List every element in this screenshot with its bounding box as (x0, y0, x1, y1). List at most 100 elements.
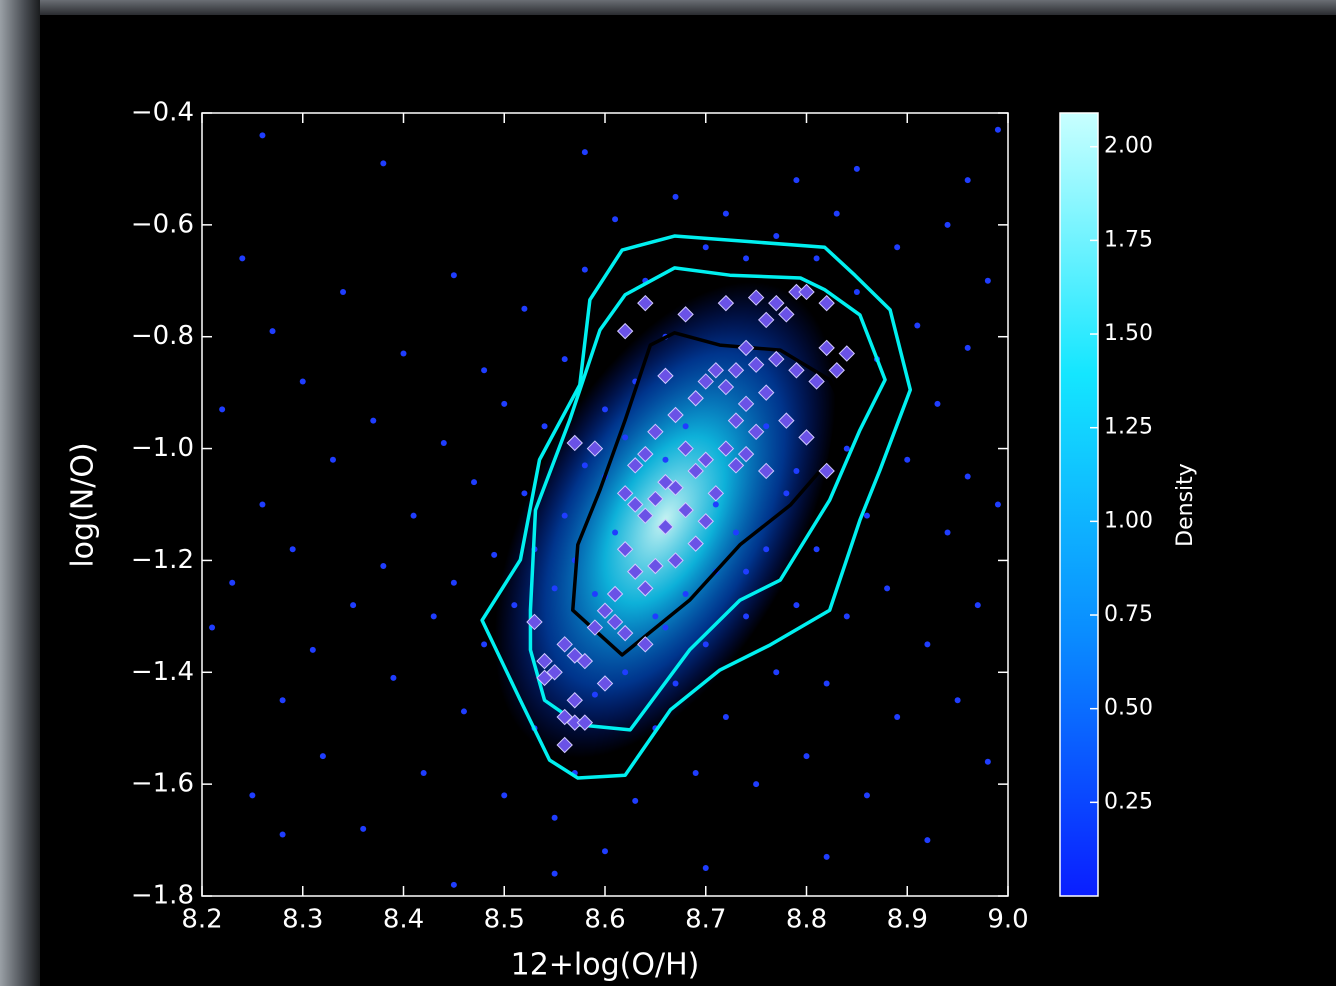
x-tick-label: 8.2 (181, 905, 222, 935)
scatter-point (420, 769, 427, 776)
scatter-point (360, 825, 367, 832)
scatter-point (279, 697, 286, 704)
y-tick-label: −1.4 (131, 657, 194, 687)
scatter-point (622, 434, 629, 441)
scatter-point (591, 590, 598, 597)
scatter-point (269, 328, 276, 335)
y-axis-title: log(N/O) (66, 442, 101, 567)
scatter-point (773, 669, 780, 676)
scatter-point (823, 680, 830, 687)
scatter-point (793, 177, 800, 184)
scatter-point (672, 193, 679, 200)
scatter-point (521, 490, 528, 497)
scatter-point (501, 792, 508, 799)
scatter-point (551, 585, 558, 592)
diamond-point (818, 462, 835, 480)
scatter-point (763, 546, 770, 553)
scatter-point (984, 758, 991, 765)
diamond-point (757, 311, 775, 329)
scatter-point (612, 529, 619, 536)
scatter-point (632, 797, 639, 804)
scatter-point (581, 462, 588, 469)
scatter-point (279, 831, 286, 838)
scatter-point (622, 669, 629, 676)
scatter-point (994, 126, 1001, 133)
scatter-point (682, 590, 689, 597)
diamond-point (737, 395, 755, 413)
scatter-point (319, 753, 326, 760)
scatter-point (511, 602, 518, 609)
diamond-point (788, 362, 805, 379)
scatter-point (853, 288, 860, 295)
colorbar-tick-label: 1.75 (1104, 227, 1153, 252)
scatter-point (813, 546, 820, 553)
x-tick-label: 8.9 (887, 905, 928, 935)
scatter-point (743, 255, 750, 262)
diamond-point (727, 362, 745, 379)
scatter-point (863, 512, 870, 519)
diamond-point (657, 518, 674, 536)
scatter-point (209, 624, 216, 631)
diamond-point (556, 736, 573, 754)
diamond-point (768, 350, 785, 368)
diamond-point (616, 541, 634, 558)
diamond-point (667, 406, 684, 424)
diamond-point (647, 423, 664, 440)
diamond-point (657, 473, 674, 491)
scatter-point (763, 423, 770, 430)
scatter-point (471, 479, 478, 486)
colorbar-title: Density (1173, 463, 1198, 547)
diamond-point (677, 440, 694, 457)
scatter-point (924, 837, 931, 844)
scatter-point (974, 602, 981, 609)
scatter-point (843, 445, 850, 452)
colorbar-tick-label: 1.25 (1104, 415, 1153, 440)
diamond-point (818, 339, 835, 357)
x-axis-title: 12+log(O/H) (511, 948, 700, 983)
scatter-point (581, 266, 588, 273)
scatter-point (430, 613, 437, 620)
diamond-point (606, 585, 624, 603)
diamond-point (778, 412, 795, 429)
scatter-point (460, 708, 467, 715)
y-tick-label: −0.4 (131, 98, 194, 128)
scatter-point (702, 641, 709, 648)
scatter-point (894, 714, 901, 721)
scatter-point (793, 467, 800, 474)
scatter-point (229, 579, 236, 586)
diamond-point (737, 339, 755, 357)
y-tick-label: −1.8 (131, 881, 194, 911)
diamond-point (556, 636, 573, 653)
diamond-point (687, 462, 704, 480)
window-edge (0, 0, 40, 986)
y-tick-label: −1.6 (131, 769, 194, 799)
x-tick-label: 8.5 (484, 905, 525, 935)
diamond-point (838, 345, 856, 362)
diamond-point (637, 636, 654, 653)
scatter-point (350, 602, 357, 609)
diamond-point (637, 507, 654, 524)
scatter-point (591, 691, 598, 698)
diamond-point (576, 652, 594, 670)
colorbar-tick-label: 0.25 (1104, 789, 1153, 814)
diamond-point (627, 496, 644, 513)
scatter-point (753, 781, 760, 788)
diamond-point (798, 429, 815, 446)
scatter-point (813, 255, 820, 262)
scatter-point (602, 848, 608, 855)
scatter-point (783, 490, 790, 497)
contour (528, 266, 887, 732)
diamond-point (707, 362, 725, 379)
scatter-point (702, 865, 709, 872)
diamond-point (798, 283, 815, 301)
contour (571, 331, 842, 657)
diamond-point (697, 373, 714, 390)
diamond-point (586, 440, 604, 457)
diamond-point (647, 557, 664, 575)
scatter-point (904, 456, 911, 463)
scatter-point (249, 792, 256, 799)
scatter-point (884, 585, 891, 592)
scatter-point (994, 501, 1001, 508)
scatter-point (380, 160, 387, 167)
